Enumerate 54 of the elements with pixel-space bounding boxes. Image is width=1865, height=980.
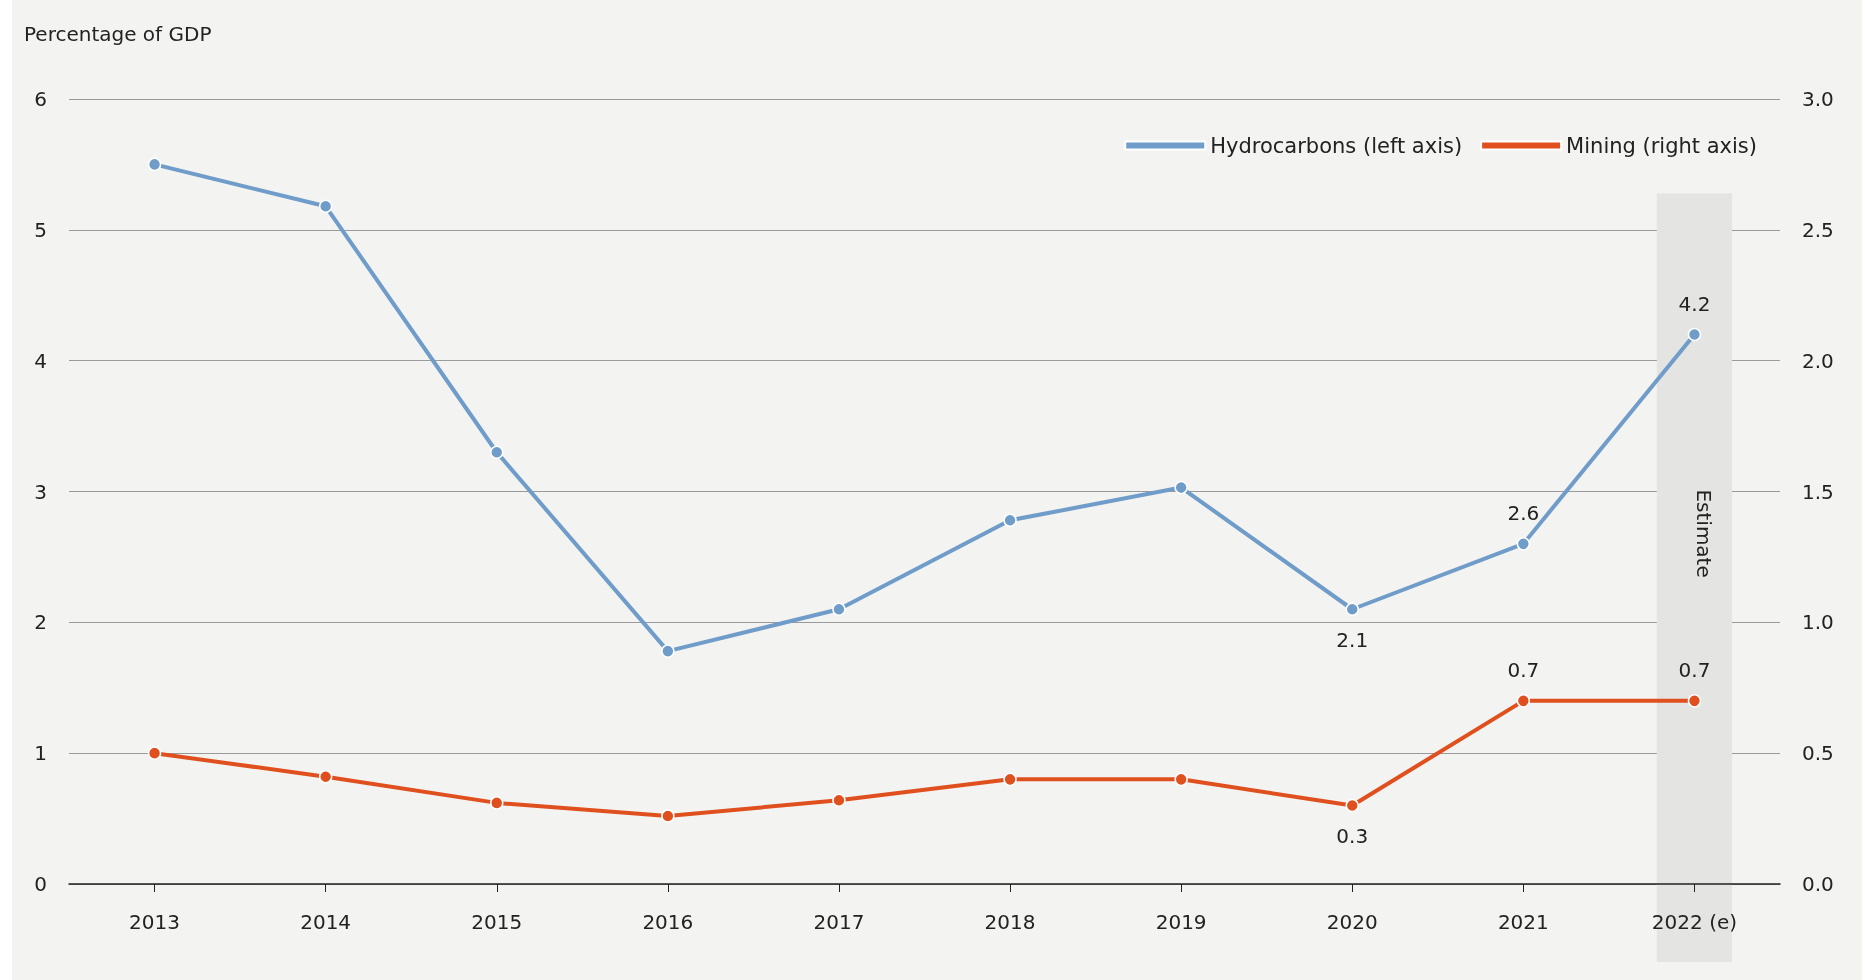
point	[490, 796, 504, 810]
point	[1174, 480, 1188, 495]
y2-tick-label: 2.0	[1802, 348, 1834, 373]
data-label: 0.7	[1507, 658, 1540, 683]
y2-tick-label: 1.0	[1802, 610, 1834, 635]
x-tick-label: 2017	[813, 910, 865, 934]
point	[318, 769, 333, 784]
y-tick-label: 0	[34, 872, 47, 896]
point	[1687, 694, 1702, 708]
y2-tick-label: 3.0	[1802, 87, 1834, 111]
y2-tick-label: 2.5	[1802, 217, 1834, 242]
y-tick-label: 3	[34, 479, 47, 504]
y-axis-title: Percentage of GDP	[24, 22, 212, 46]
y-tick-label: 2	[34, 610, 47, 635]
point	[1174, 772, 1188, 787]
x-tick-label: 2018	[984, 910, 1036, 934]
point	[1516, 537, 1531, 551]
y2-tick-label: 1.5	[1802, 479, 1834, 504]
data-label: 0.7	[1678, 658, 1711, 683]
point	[318, 199, 333, 214]
point	[1003, 513, 1017, 528]
point	[147, 157, 162, 172]
x-tick-label: 2020	[1326, 910, 1378, 934]
point	[661, 809, 675, 823]
point	[661, 644, 675, 658]
point	[1516, 694, 1531, 708]
y-tick-label: 6	[34, 87, 47, 111]
y-tick-label: 5	[34, 217, 47, 242]
data-label: 2.6	[1507, 501, 1540, 526]
point	[1687, 327, 1702, 342]
data-label: 0.3	[1336, 824, 1369, 849]
point	[147, 746, 162, 760]
x-tick-label: 2016	[642, 910, 694, 934]
x-tick-label: 2019	[1155, 910, 1207, 934]
x-tick-label: 2015	[471, 910, 523, 934]
point	[1345, 602, 1359, 616]
x-tick-label: 2014	[300, 910, 352, 934]
x-tick-label: 2013	[129, 910, 180, 934]
y2-tick-label: 0.0	[1802, 872, 1834, 896]
x-tick-label: 2022 (e)	[1651, 910, 1738, 934]
point	[1345, 798, 1359, 813]
data-label: 4.2	[1678, 291, 1711, 316]
band-label: Estimate	[1692, 489, 1717, 578]
point	[1003, 772, 1017, 787]
legend-label: Hydrocarbons (left axis)	[1210, 133, 1463, 158]
x-tick-label: 2021	[1497, 910, 1549, 934]
y-tick-label: 4	[34, 348, 47, 373]
data-label: 2.1	[1336, 628, 1369, 652]
y-tick-label: 1	[34, 741, 47, 766]
legend-label: Mining (right axis)	[1566, 133, 1757, 158]
point	[490, 445, 504, 459]
point	[832, 602, 846, 616]
point	[832, 793, 846, 808]
y2-tick-label: 0.5	[1802, 741, 1834, 766]
